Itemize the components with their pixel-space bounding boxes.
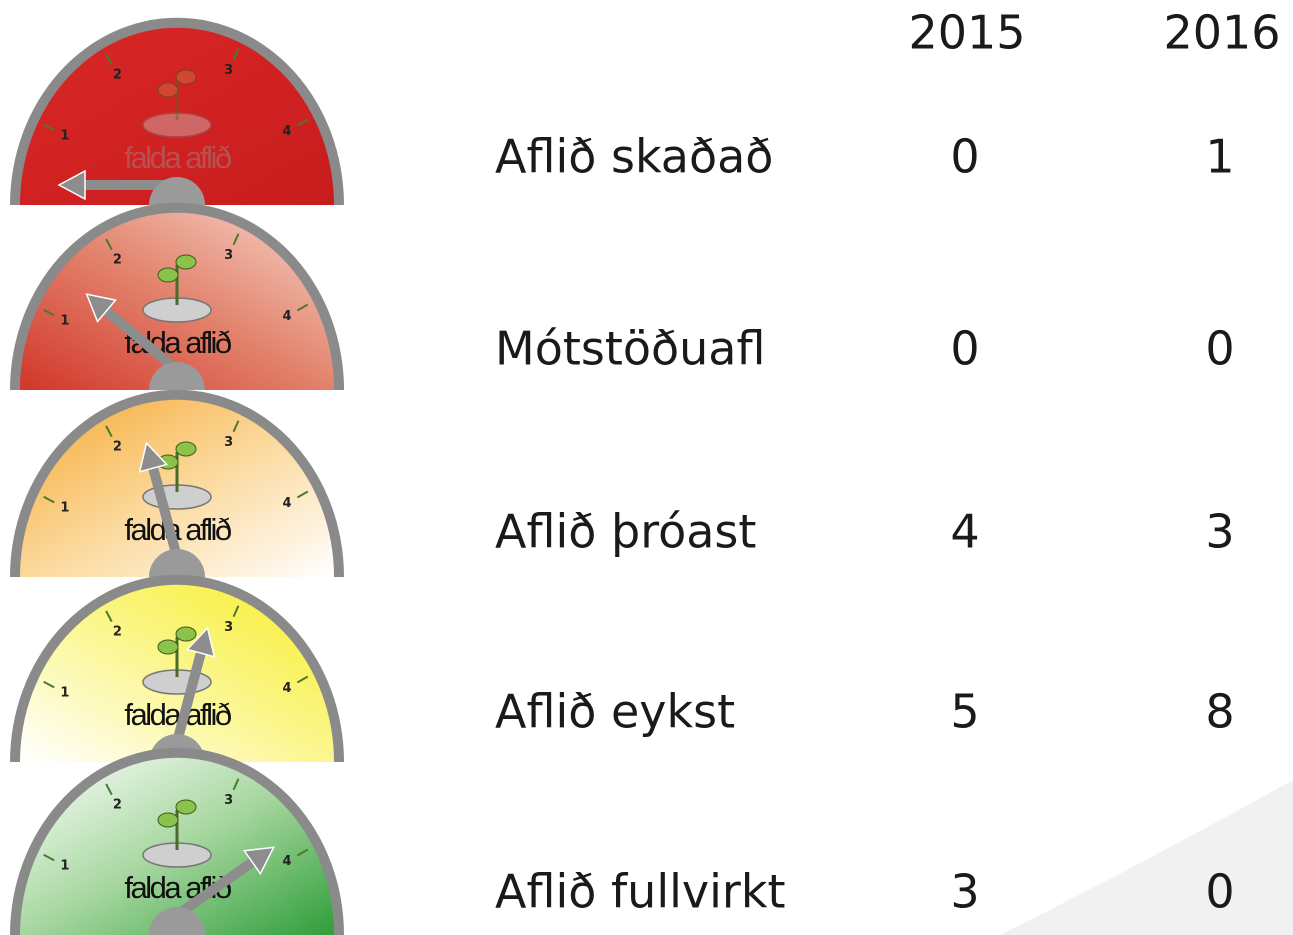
leaf xyxy=(158,83,178,97)
gauge-tick-label: 2 xyxy=(113,798,122,813)
gauge-label: falda aflið xyxy=(124,140,231,175)
gauge-tick-label: 2 xyxy=(113,625,122,640)
gauge-tick-label: 3 xyxy=(224,248,233,263)
row-label: Aflið fullvirkt xyxy=(495,865,786,919)
year-header: 2016 xyxy=(1163,6,1280,60)
gauge-tick-label: 1 xyxy=(60,313,69,328)
gauge-tick-label: 2 xyxy=(113,253,122,268)
leaf xyxy=(176,442,196,456)
year-header: 2015 xyxy=(908,6,1025,60)
leaf xyxy=(176,70,196,84)
row-value: 8 xyxy=(1205,685,1234,739)
leaf xyxy=(176,800,196,814)
leaf xyxy=(176,255,196,269)
gauge-tick-label: 3 xyxy=(224,620,233,635)
row-value: 0 xyxy=(950,130,979,184)
row-value: 3 xyxy=(1205,505,1234,559)
gauge-tick-label: 1 xyxy=(60,500,69,515)
row-value: 0 xyxy=(950,322,979,376)
gauge-tick-label: 1 xyxy=(60,858,69,873)
gauge-tick-label: 4 xyxy=(282,496,291,511)
gauge-tick-label: 3 xyxy=(224,793,233,808)
gauge-tick-label: 3 xyxy=(224,435,233,450)
row-value: 0 xyxy=(1205,322,1234,376)
row-label: Aflið skaðað xyxy=(495,130,773,184)
gauge-tick-label: 1 xyxy=(60,685,69,700)
gauge-tick-label: 1 xyxy=(60,128,69,143)
row-label: Aflið eykst xyxy=(495,685,735,739)
leaf xyxy=(158,813,178,827)
gauge: 1 2 3 4 falda aflið xyxy=(10,18,344,205)
leaf xyxy=(158,640,178,654)
content: 2015 2016 xyxy=(908,6,1280,60)
row-value: 5 xyxy=(950,685,979,739)
row-value: 4 xyxy=(950,505,979,559)
gauge-tick-label: 2 xyxy=(113,68,122,83)
slide: 2015 2016 1234falda afliðAflið skaðað011… xyxy=(0,0,1293,935)
gauge-tick-label: 4 xyxy=(282,309,291,324)
row-label: Aflið þróast xyxy=(495,505,756,559)
row-label: Mótstöðuafl xyxy=(495,322,765,376)
row-value: 3 xyxy=(950,865,979,919)
background-swoosh xyxy=(1000,780,1293,935)
leaf xyxy=(176,627,196,641)
gauge-tick-label: 4 xyxy=(282,124,291,139)
row-value: 1 xyxy=(1205,130,1234,184)
row-value: 0 xyxy=(1205,865,1234,919)
gauge-tick-label: 4 xyxy=(282,681,291,696)
gauge-tick-label: 4 xyxy=(282,854,291,869)
gauge-tick-label: 3 xyxy=(224,63,233,78)
gauge-tick-label: 2 xyxy=(113,440,122,455)
leaf xyxy=(158,268,178,282)
